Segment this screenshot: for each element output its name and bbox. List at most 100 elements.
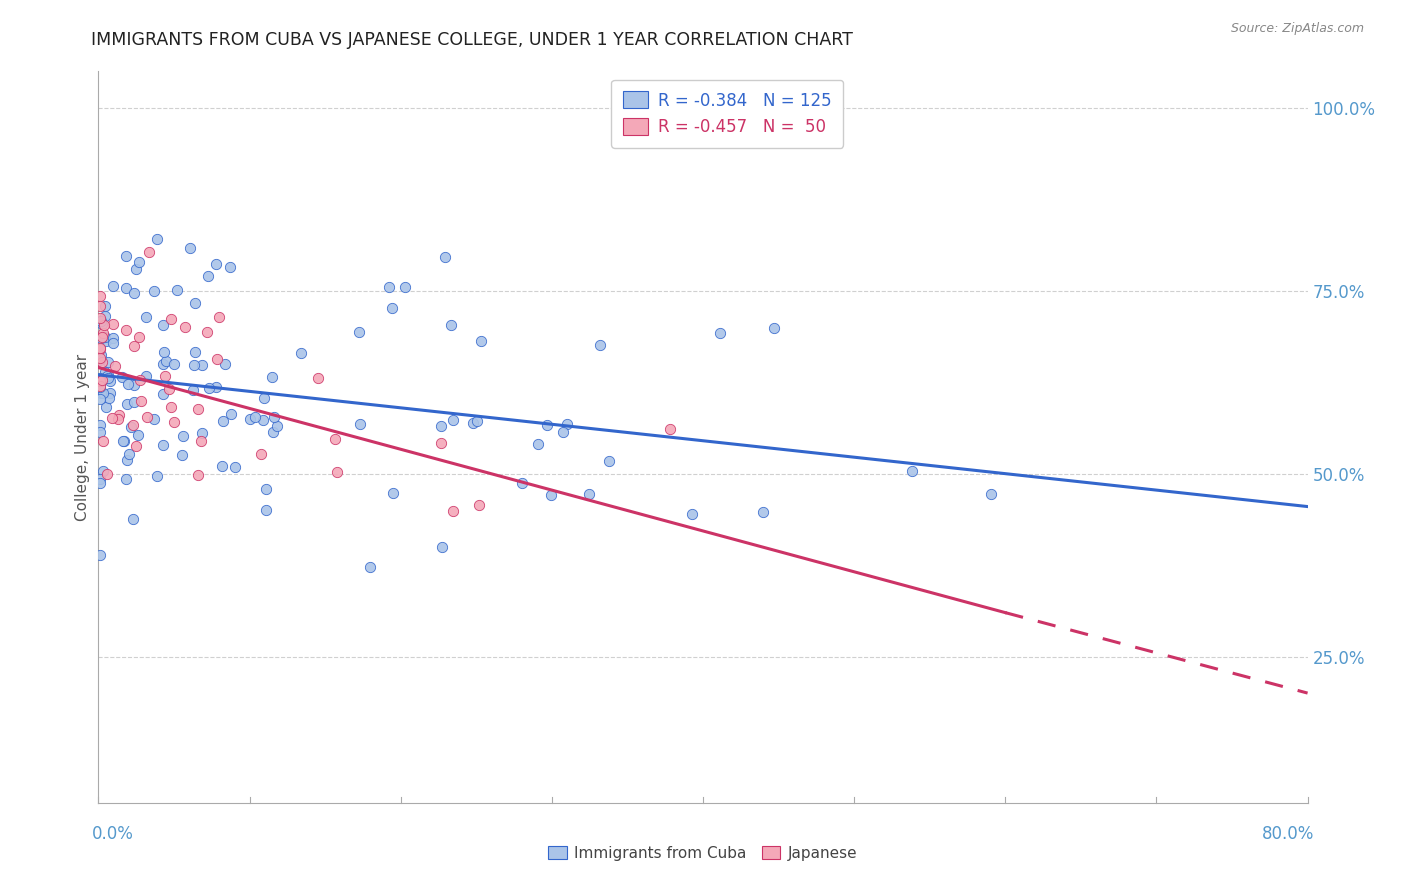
Point bbox=[381, 301, 404, 315]
Point bbox=[146, 232, 169, 246]
Point bbox=[468, 498, 491, 512]
Point bbox=[89, 476, 111, 491]
Point bbox=[125, 439, 148, 453]
Point bbox=[142, 412, 165, 426]
Point bbox=[127, 427, 149, 442]
Text: 0.0%: 0.0% bbox=[91, 825, 134, 843]
Point bbox=[266, 418, 288, 433]
Point bbox=[681, 507, 703, 521]
Point bbox=[90, 348, 112, 362]
Point bbox=[89, 379, 111, 393]
Point bbox=[94, 310, 117, 324]
Point bbox=[160, 400, 183, 414]
Point bbox=[103, 278, 125, 293]
Point bbox=[89, 351, 111, 365]
Point bbox=[349, 325, 371, 339]
Point bbox=[262, 425, 284, 439]
Point bbox=[89, 548, 111, 562]
Point bbox=[107, 408, 129, 422]
Point bbox=[163, 415, 186, 429]
Point bbox=[349, 417, 371, 431]
Point bbox=[152, 357, 174, 371]
Point bbox=[254, 482, 277, 496]
Point bbox=[163, 357, 186, 371]
Point bbox=[224, 460, 246, 475]
Point bbox=[440, 318, 463, 332]
Point bbox=[155, 354, 177, 368]
Point bbox=[441, 504, 464, 518]
Point bbox=[91, 326, 114, 340]
Point bbox=[381, 486, 404, 500]
Point bbox=[536, 418, 558, 433]
Point bbox=[540, 488, 562, 502]
Point bbox=[557, 417, 579, 431]
Point bbox=[184, 345, 207, 359]
Point bbox=[441, 412, 464, 426]
Point bbox=[205, 380, 228, 394]
Point bbox=[980, 487, 1002, 501]
Point bbox=[90, 373, 112, 387]
Point bbox=[98, 375, 121, 389]
Point bbox=[153, 344, 176, 359]
Point bbox=[187, 401, 209, 416]
Point bbox=[89, 425, 111, 440]
Point bbox=[146, 469, 169, 483]
Point bbox=[96, 467, 118, 482]
Point bbox=[94, 400, 117, 414]
Point bbox=[465, 414, 488, 428]
Point bbox=[181, 383, 204, 397]
Point bbox=[89, 472, 111, 486]
Point bbox=[91, 355, 114, 369]
Point bbox=[101, 317, 124, 331]
Point bbox=[96, 369, 118, 384]
Point bbox=[101, 411, 124, 425]
Point bbox=[94, 365, 117, 379]
Point bbox=[184, 295, 207, 310]
Point bbox=[430, 419, 453, 434]
Point bbox=[111, 370, 134, 384]
Text: IMMIGRANTS FROM CUBA VS JAPANESE COLLEGE, UNDER 1 YEAR CORRELATION CHART: IMMIGRANTS FROM CUBA VS JAPANESE COLLEGE… bbox=[91, 31, 853, 49]
Point bbox=[120, 420, 142, 434]
Point bbox=[115, 472, 138, 486]
Point bbox=[461, 416, 484, 430]
Point bbox=[212, 414, 235, 428]
Point bbox=[135, 368, 157, 383]
Point bbox=[136, 409, 159, 424]
Point bbox=[89, 380, 111, 394]
Point bbox=[122, 285, 145, 300]
Point bbox=[179, 241, 201, 255]
Point bbox=[117, 453, 139, 467]
Point bbox=[394, 280, 416, 294]
Point bbox=[125, 262, 148, 277]
Text: Source: ZipAtlas.com: Source: ZipAtlas.com bbox=[1230, 22, 1364, 36]
Point bbox=[191, 425, 214, 440]
Point bbox=[214, 358, 236, 372]
Point bbox=[89, 289, 111, 303]
Point bbox=[111, 434, 134, 448]
Point bbox=[359, 560, 381, 574]
Point bbox=[183, 358, 205, 372]
Point bbox=[138, 245, 160, 260]
Point bbox=[252, 413, 274, 427]
Point bbox=[91, 464, 114, 478]
Point bbox=[124, 378, 146, 392]
Point bbox=[90, 317, 112, 331]
Point bbox=[98, 386, 121, 401]
Point bbox=[117, 397, 139, 411]
Point bbox=[211, 459, 233, 474]
Point bbox=[378, 280, 401, 294]
Point bbox=[434, 250, 457, 264]
Point bbox=[89, 392, 111, 407]
Point bbox=[117, 376, 139, 391]
Point bbox=[187, 468, 209, 483]
Point bbox=[115, 249, 138, 263]
Point bbox=[290, 345, 312, 359]
Point bbox=[115, 323, 138, 337]
Point bbox=[263, 410, 285, 425]
Point bbox=[219, 407, 242, 421]
Point bbox=[89, 374, 111, 388]
Point bbox=[89, 341, 111, 355]
Point bbox=[101, 336, 124, 351]
Point bbox=[97, 355, 120, 369]
Point bbox=[208, 310, 231, 324]
